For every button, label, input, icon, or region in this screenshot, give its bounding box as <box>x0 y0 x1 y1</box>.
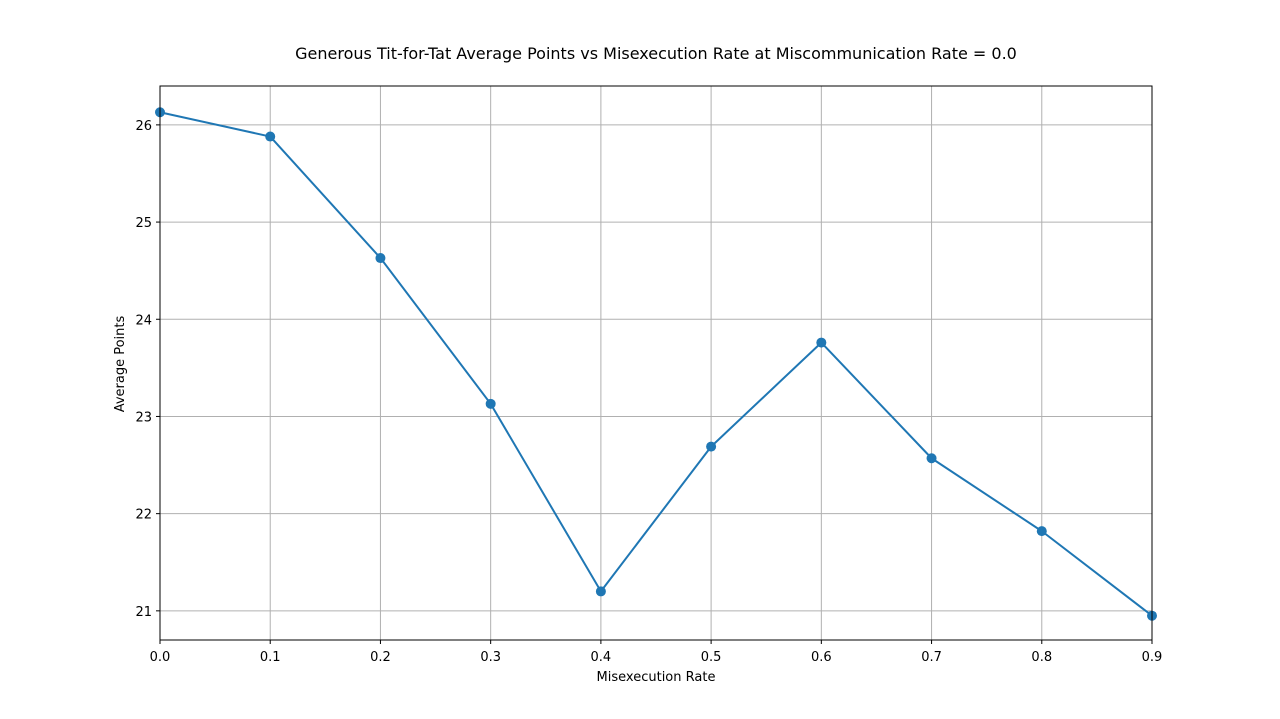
data-point <box>375 253 386 264</box>
data-point <box>816 337 827 348</box>
data-point <box>485 398 496 409</box>
x-axis-label: Misexecution Rate <box>597 670 716 685</box>
data-point <box>1036 526 1047 537</box>
data-point <box>265 131 276 142</box>
plot-frame <box>159 85 1153 641</box>
ticks: 0.0 0.1 0.2 0.3 0.4 0.5 0.6 0.7 0.8 0.9 21 22 23 24 25… <box>135 119 1162 665</box>
data-point <box>706 441 717 452</box>
x-tick-label: 0.6 <box>811 650 832 665</box>
x-tick-label: 0.1 <box>260 650 281 665</box>
y-tick-label: 26 <box>135 119 152 134</box>
series-layer <box>155 107 1157 621</box>
chart-title: Generous Tit-for-Tat Average Points vs M… <box>295 44 1017 63</box>
data-point <box>926 453 937 464</box>
y-tick-label: 21 <box>135 605 152 620</box>
series-line <box>159 111 1153 617</box>
x-tick-label: 0.4 <box>591 650 612 665</box>
x-tick-label: 0.9 <box>1142 650 1163 665</box>
y-tick-label: 22 <box>135 508 152 523</box>
y-tick-label: 24 <box>135 313 152 328</box>
x-tick-label: 0.3 <box>480 650 501 665</box>
x-tick-label: 0.2 <box>370 650 391 665</box>
x-tick-label: 0.5 <box>701 650 722 665</box>
x-tick-label: 0.7 <box>921 650 942 665</box>
data-point <box>595 586 606 597</box>
y-tick-label: 23 <box>135 410 152 425</box>
x-tick-label: 0.8 <box>1031 650 1052 665</box>
x-tick-label: 0.0 <box>150 650 171 665</box>
y-tick-label: 25 <box>135 216 152 231</box>
grid <box>159 86 1153 640</box>
y-axis-label: Average Points <box>113 315 128 412</box>
